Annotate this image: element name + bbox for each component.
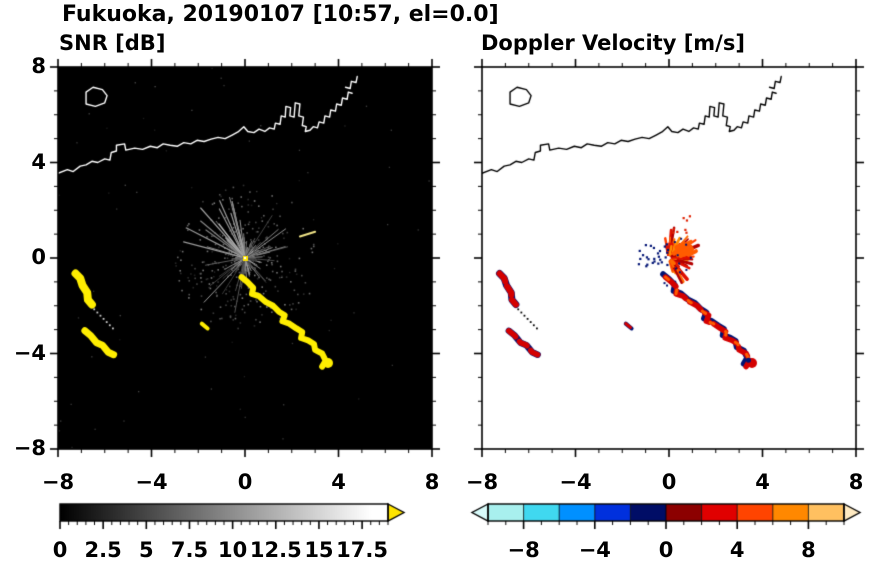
x-tick-label-snr: −4 — [135, 470, 168, 494]
snr-colorbar-label: 5 — [139, 538, 154, 562]
x-tick-label-snr: −8 — [41, 470, 75, 494]
y-tick-label: 4 — [31, 149, 46, 174]
snr-colorbar-label: 7.5 — [170, 538, 209, 562]
snr-colorbar-label: 15 — [304, 538, 334, 562]
y-tick-label: −8 — [13, 436, 46, 460]
snr-colorbar-label: 0 — [52, 538, 68, 562]
x-tick-label-snr: 8 — [424, 470, 440, 494]
x-tick-label-doppler: −4 — [559, 470, 592, 494]
x-tick-label-doppler: 0 — [661, 470, 677, 494]
doppler-colorbar-label: 0 — [658, 538, 674, 562]
doppler-colorbar-label: 8 — [801, 538, 816, 562]
doppler-colorbar-label: −8 — [507, 538, 540, 562]
x-tick-label-snr: 0 — [237, 470, 253, 494]
doppler-panel-title: Doppler Velocity [m/s] — [481, 31, 745, 55]
snr-colorbar-label: 12.5 — [249, 538, 302, 562]
y-tick-label: 8 — [31, 54, 46, 78]
doppler-colorbar-label: −4 — [578, 538, 611, 562]
x-tick-label-doppler: −8 — [465, 470, 499, 494]
snr-panel-title: SNR [dB] — [59, 31, 166, 55]
snr-colorbar-label: 10 — [218, 538, 248, 562]
x-tick-label-doppler: 8 — [848, 470, 864, 494]
x-tick-label-doppler: 4 — [755, 470, 770, 494]
y-tick-label: −4 — [13, 340, 46, 365]
snr-colorbar-label: 17.5 — [336, 538, 389, 562]
y-tick-label: 0 — [31, 245, 46, 269]
x-tick-label-snr: 4 — [331, 470, 346, 494]
figure-title: Fukuoka, 20190107 [10:57, el=0.0] — [62, 2, 499, 27]
snr-colorbar-label: 2.5 — [84, 538, 122, 562]
doppler-colorbar-label: 4 — [729, 538, 745, 562]
